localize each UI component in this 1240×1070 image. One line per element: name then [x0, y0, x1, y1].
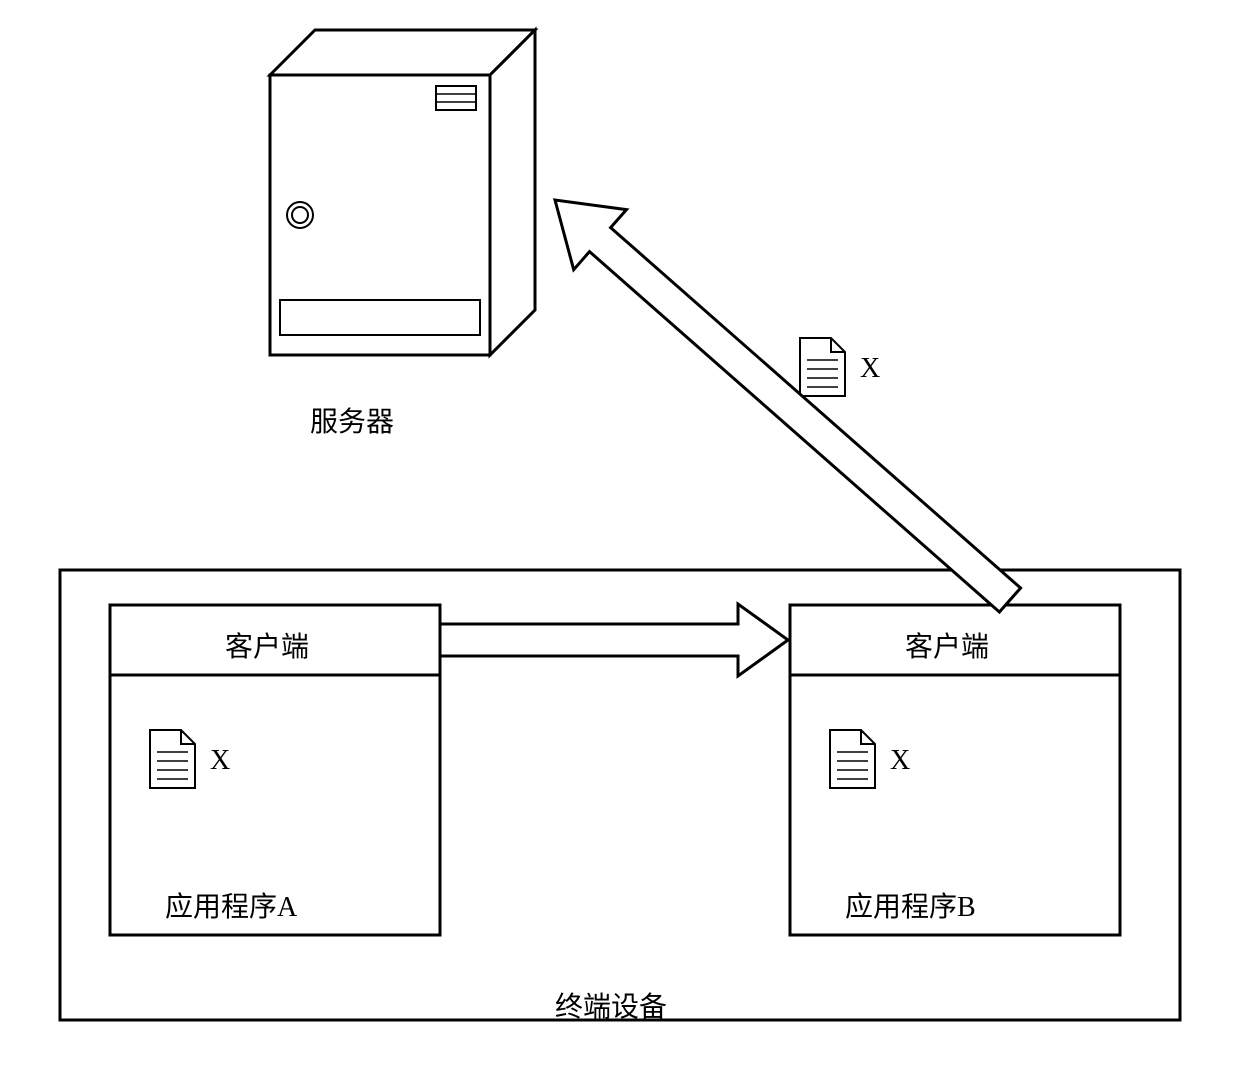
upload-file-label: X [860, 353, 880, 385]
terminal-label: 终端设备 [555, 985, 667, 1025]
app-a-label: 应用程序A [165, 885, 297, 925]
server-label: 服务器 [310, 400, 394, 440]
app-b-label: 应用程序B [845, 885, 976, 925]
app-a-file-label: X [210, 745, 230, 777]
app-b-client-label: 客户端 [905, 625, 989, 665]
app-b-file-label: X [890, 745, 910, 777]
app-a-client-label: 客户端 [225, 625, 309, 665]
